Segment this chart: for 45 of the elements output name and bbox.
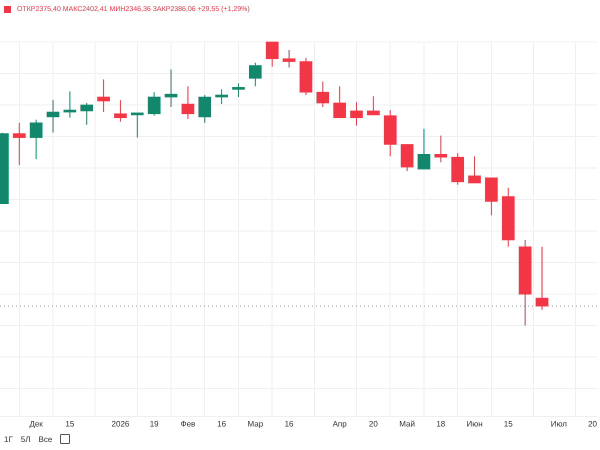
candlestick [30, 119, 42, 160]
candlestick [80, 102, 94, 126]
text: 1Г [4, 434, 13, 444]
x-tick-label: Июл [550, 419, 568, 428]
candlestick [350, 102, 363, 126]
candlestick [367, 96, 380, 116]
candlestick [468, 156, 481, 184]
x-tick-label: Фев [180, 419, 196, 428]
candlestick [64, 90, 76, 118]
candlestick [12, 122, 26, 166]
x-tick-label: Май [399, 419, 415, 428]
x-tick-label: 19 [150, 419, 160, 428]
candlestick [46, 100, 60, 133]
candlestick [232, 82, 245, 98]
candlestick [418, 128, 430, 170]
x-tick-label: 2026 [112, 419, 130, 428]
candlestick [333, 86, 346, 118]
x-tick-label: 15 [504, 419, 514, 428]
candlestick [316, 80, 330, 108]
x-tick-label: 20 [368, 419, 378, 428]
candlestick [182, 86, 194, 120]
candlestick [198, 94, 212, 124]
x-tick-label: Июн [466, 419, 483, 428]
x-tick-label: 18 [436, 419, 446, 428]
candlestick [282, 49, 296, 68]
candlestick [148, 92, 160, 116]
x-tick-label: 15 [65, 419, 75, 428]
candlestick [164, 69, 178, 108]
x-tick-label: 16 [284, 419, 294, 428]
text: 5Л [20, 434, 30, 444]
candlestick [215, 88, 228, 105]
candlestick [248, 62, 262, 87]
candlestick [130, 112, 144, 138]
candlestick [434, 135, 448, 163]
candlestick [97, 78, 110, 113]
x-tick-label: Дек [29, 419, 44, 428]
x-tick-label: 20 [588, 419, 598, 428]
candlestick [400, 144, 414, 172]
x-tick-label: Мар [248, 419, 264, 428]
candlestick [266, 42, 279, 68]
text: Все [38, 434, 52, 444]
candlestick [114, 100, 127, 122]
x-tick-label: Апр [332, 419, 348, 428]
candlestick [536, 246, 548, 310]
x-tick-label: 16 [217, 419, 227, 428]
